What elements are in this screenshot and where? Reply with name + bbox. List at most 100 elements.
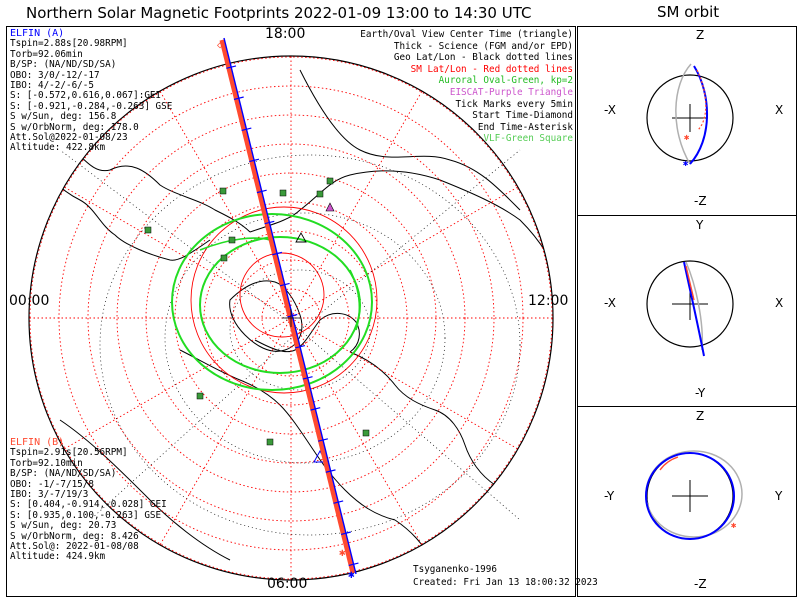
probe-tracks: ◇ ✱ ✱ <box>217 37 359 581</box>
probe-a-end-asterisk: ✱ <box>348 568 355 581</box>
orbit-xy-axis-right: X <box>775 296 784 310</box>
legend-entry: Geo Lat/Lon - Black dotted lines <box>393 52 573 64</box>
probe-b-line: S: [0.404,-0.914,-0.028] GEI <box>10 499 167 511</box>
model-label: Tsyganenko-1996 <box>413 564 497 575</box>
orbit-xz-axis-left: -X <box>604 103 616 117</box>
probe-a-tick <box>256 189 267 194</box>
probe-b-start-diamond: ◇ <box>217 40 223 51</box>
coast-asia-south <box>299 69 521 211</box>
orbit-xy-axis-up: Y <box>696 218 704 232</box>
orbit-panel-yz: ✱ <box>645 450 743 540</box>
vlf-square <box>144 226 152 234</box>
orbit-yz-axis-up: Z <box>696 409 705 423</box>
probe-a-info: ELFIN (A) Tspin=2.88s[20.98RPM] Torb=92.0… <box>10 28 173 154</box>
probe-b-line: Tspin=2.91s[20.56RPM] <box>10 447 128 459</box>
probe-a-line: Tspin=2.88s[20.98RPM] <box>10 38 128 50</box>
orbit-xz-axis-down: -Z <box>694 194 707 208</box>
probe-b-end-asterisk: ✱ <box>339 546 346 559</box>
probe-a-tick <box>233 96 244 100</box>
probe-a-track <box>223 37 357 575</box>
probe-a-tick <box>317 438 328 442</box>
probe-a-tick <box>279 282 290 287</box>
probe-b-line: Att.Sol@: 2022-01-08/08 <box>10 541 139 553</box>
vlf-square <box>266 438 274 446</box>
legend-entry: Thick - Science (FGM and/or EPD) <box>393 40 573 52</box>
orbit-xz-probe-a <box>689 65 709 165</box>
hour-label-bottom: 06:00 <box>267 576 308 592</box>
hour-label-left: 00:00 <box>9 293 50 309</box>
sm-lon-line <box>159 90 292 319</box>
probe-b-line: Altitude: 424.9km <box>10 551 106 563</box>
vlf-square <box>279 189 287 197</box>
probe-b-line: S: [0.935,0.100,-0.263] GSE <box>10 509 162 521</box>
probe-b-line: S w/Sun, deg: 20.73 <box>10 520 117 532</box>
orbit-xz-probe-b <box>696 69 707 131</box>
sm-ring-outer <box>190 206 378 394</box>
coast-pacific <box>59 419 231 561</box>
orbit-yz-probe-b <box>659 456 679 471</box>
orbit-xy-probe-b <box>685 265 695 301</box>
probe-b-name: ELFIN (B) <box>10 437 65 448</box>
orbit-xy-probe-a <box>683 261 705 357</box>
probe-a-name: ELFIN (A) <box>10 28 65 39</box>
orbit-yz-probe-a <box>645 452 735 540</box>
orbit-title: SM orbit <box>657 3 720 21</box>
vlf-square <box>326 177 334 185</box>
probe-a-line: S: [-0.572,0.616,0.067]:GEI <box>10 90 162 102</box>
probe-a-tick <box>287 313 298 318</box>
vlf-square <box>228 236 236 244</box>
probe-b-line: Torb=92.10min <box>10 457 83 469</box>
orbit-xz-axis-right: X <box>775 103 784 117</box>
sm-ring-inner <box>239 252 325 338</box>
legend-entry: Start Time-Diamond <box>472 110 573 122</box>
earth-disk-outline <box>28 55 554 581</box>
probe-a-tick <box>249 158 260 163</box>
orbit-panel-xz: ✱ ✱ <box>646 63 734 169</box>
vlf-square <box>316 190 324 198</box>
orbit-frame <box>577 26 797 597</box>
orbit-xz-a-marker: ✱ <box>683 159 689 169</box>
probe-a-tick <box>348 562 359 567</box>
probe-a-line: S: [-0.921,-0.284,-0.263] GSE <box>10 100 173 112</box>
legend-entry: Earth/Oval View Center Time (triangle) <box>360 29 573 40</box>
sm-lon-line <box>159 317 292 546</box>
orbit-yz-axis-right: Y <box>775 489 783 503</box>
vlf-square <box>219 187 227 195</box>
probe-a-tick <box>310 407 321 411</box>
sm-lon-line <box>63 186 292 319</box>
orbit-yz-b-marker: ✱ <box>731 521 737 531</box>
coast-arctic-islands <box>229 280 303 352</box>
probe-a-line: S w/Sun, deg: 156.8 <box>10 111 117 123</box>
created-label: Created: Fri Jan 13 18:00:32 2023 <box>413 577 598 588</box>
vlf-stations <box>144 177 370 446</box>
orbit-xy-axis-down: -Y <box>695 386 706 400</box>
probe-a-ticks <box>226 65 359 567</box>
probe-a-tick <box>226 65 237 69</box>
probe-a-line: OBO: 3/0/-12/-17 <box>10 69 100 81</box>
probe-a-tick <box>264 220 275 225</box>
legend-entry: Auroral Oval-Green, kp=2 <box>438 75 573 87</box>
probe-a-tick <box>325 469 336 473</box>
probe-b-line: OBO: -1/-7/15/8 <box>10 478 94 490</box>
coast-north-america-east <box>349 351 496 486</box>
probe-a-line: Att.Sol@2022-01-08/23 <box>10 132 128 144</box>
probe-b-lines: Tspin=2.91s[20.56RPM] Torb=92.10min B/SP: … <box>10 447 167 563</box>
sm-lon-line <box>290 317 423 546</box>
probe-b-line: B/SP: (NA/ND/SD/SA) <box>10 468 117 480</box>
vlf-square <box>220 254 228 262</box>
orbit-xz-b-marker: ✱ <box>684 133 690 143</box>
probe-a-tick <box>333 500 344 504</box>
hour-label-right: 12:00 <box>528 293 569 309</box>
view-center-triangle <box>295 232 307 243</box>
map-title: Northern Solar Magnetic Footprints 2022-… <box>26 4 532 22</box>
coast-asia <box>249 170 551 261</box>
orbit-xy-axis-left: -X <box>604 296 616 310</box>
probe-a-line: S w/OrbNorm, deg: 178.0 <box>10 121 139 133</box>
coast-greenland <box>254 313 360 353</box>
hour-label-top: 18:00 <box>265 26 306 42</box>
probe-a-tick <box>272 251 283 256</box>
probe-a-tick <box>295 344 306 349</box>
legend-entry: SM Lat/Lon - Red dotted lines <box>410 63 573 75</box>
orbit-xz-ghost <box>675 63 692 165</box>
